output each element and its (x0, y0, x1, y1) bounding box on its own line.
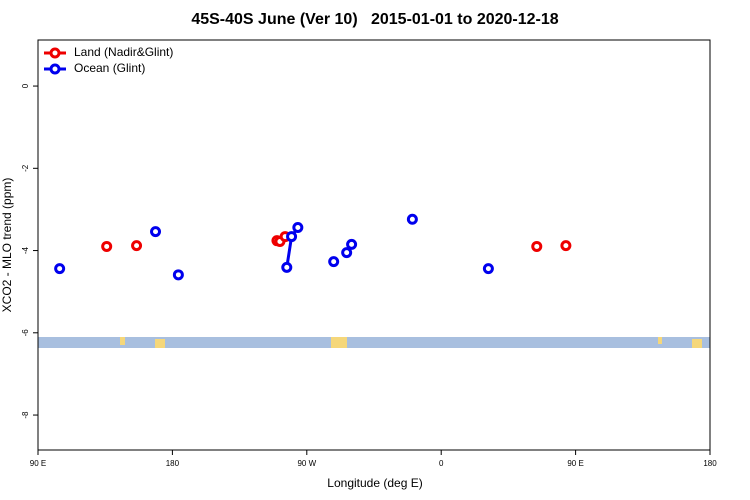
data-point (131, 240, 143, 252)
x-tick-label: 180 (166, 459, 180, 468)
y-tick-label: -4 (21, 246, 30, 254)
x-tick-label: 180 (703, 459, 717, 468)
legend-marker (49, 47, 61, 59)
plot-frame (37, 39, 711, 451)
data-point (341, 247, 353, 259)
legend-marker (49, 63, 61, 75)
y-tick-label: -8 (21, 411, 30, 419)
legend-label: Ocean (Glint) (74, 61, 145, 75)
data-point (286, 231, 298, 243)
legend-label: Land (Nadir&Glint) (74, 45, 173, 59)
data-point (482, 263, 494, 275)
data-point (292, 222, 304, 234)
data-point (328, 256, 340, 268)
map-strip (38, 337, 710, 348)
x-tick-label: 0 (439, 459, 444, 468)
data-point (150, 226, 162, 238)
series-line (287, 228, 489, 269)
x-axis-label: Longitude (deg E) (327, 476, 422, 490)
series-line (277, 237, 566, 246)
data-point (54, 263, 66, 275)
chart-title: 45S-40S June (Ver 10) 2015-01-01 to 2020… (191, 11, 558, 28)
y-axis-label: XCO2 - MLO trend (ppm) (0, 178, 14, 313)
data-point (346, 238, 358, 250)
data-point (560, 240, 572, 252)
data-point (281, 261, 293, 273)
x-tick-label: 90 E (567, 459, 583, 468)
x-tick-label: 90 W (297, 459, 316, 468)
data-point (172, 269, 184, 281)
x-tick-label: 90 E (30, 459, 46, 468)
data-point (406, 213, 418, 225)
data-point (531, 240, 543, 252)
data-point (101, 240, 113, 252)
y-tick-label: -2 (21, 164, 30, 172)
y-tick-label: -6 (21, 329, 30, 337)
y-tick-label: 0 (21, 83, 30, 88)
